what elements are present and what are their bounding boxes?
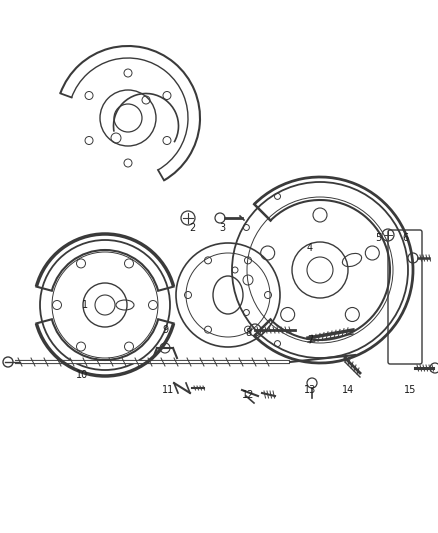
Text: 14: 14 — [342, 385, 354, 395]
Text: 4: 4 — [307, 243, 313, 253]
Text: 1: 1 — [82, 300, 88, 310]
Text: 10: 10 — [76, 370, 88, 380]
Text: 15: 15 — [404, 385, 416, 395]
Text: 13: 13 — [304, 385, 316, 395]
Text: 5: 5 — [375, 233, 381, 243]
Text: 11: 11 — [162, 385, 174, 395]
Text: 3: 3 — [219, 223, 225, 233]
Text: 6: 6 — [402, 233, 408, 243]
Text: 12: 12 — [242, 390, 254, 400]
Text: 7: 7 — [307, 335, 313, 345]
Text: 9: 9 — [162, 325, 168, 335]
Text: 8: 8 — [245, 328, 251, 338]
Text: 2: 2 — [189, 223, 195, 233]
